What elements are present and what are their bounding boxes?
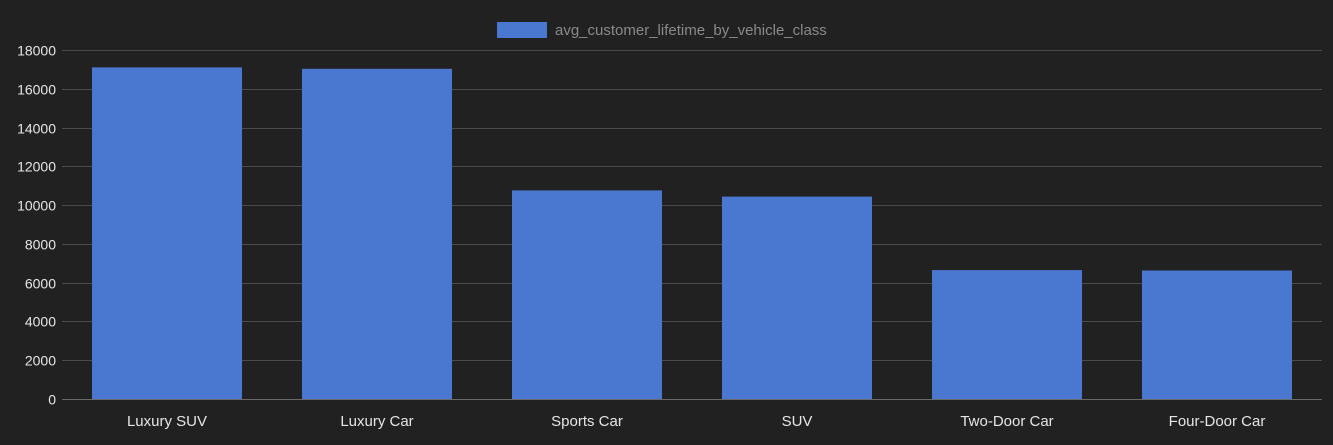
x-tick-label: Two-Door Car — [960, 413, 1053, 430]
y-tick-label: 18000 — [17, 43, 56, 59]
bar[interactable] — [932, 270, 1082, 399]
bar[interactable] — [302, 68, 452, 400]
y-tick-label: 16000 — [17, 82, 56, 98]
x-tick-label: Four-Door Car — [1169, 413, 1266, 430]
bar[interactable] — [512, 190, 662, 399]
y-tick-label: 2000 — [25, 353, 56, 369]
x-tick-label: Luxury Car — [340, 413, 413, 430]
x-tick-label: Sports Car — [551, 413, 623, 430]
legend-swatch[interactable] — [497, 22, 547, 38]
legend-label[interactable]: avg_customer_lifetime_by_vehicle_class — [555, 22, 827, 39]
y-tick-label: 6000 — [25, 276, 56, 292]
y-tick-label: 12000 — [17, 159, 56, 175]
legend[interactable]: avg_customer_lifetime_by_vehicle_class — [497, 22, 827, 39]
x-tick-label: Luxury SUV — [127, 413, 207, 430]
x-tick-label: SUV — [782, 413, 813, 430]
y-tick-label: 10000 — [17, 198, 56, 214]
bar[interactable] — [92, 67, 242, 400]
bars — [92, 67, 1292, 400]
y-tick-label: 0 — [48, 392, 56, 408]
y-axis-ticks: 0 2000 4000 6000 8000 10000 12000 14000 16000 180… — [17, 43, 56, 408]
grid-lines — [62, 50, 1322, 400]
y-tick-label: 8000 — [25, 237, 56, 253]
x-axis-ticks: Luxury SUV Luxury Car Sports Car SUV Two-Doo… — [127, 413, 1265, 430]
y-tick-label: 14000 — [17, 121, 56, 137]
y-tick-label: 4000 — [25, 314, 56, 330]
bar[interactable] — [722, 196, 872, 399]
bar[interactable] — [1142, 270, 1292, 400]
